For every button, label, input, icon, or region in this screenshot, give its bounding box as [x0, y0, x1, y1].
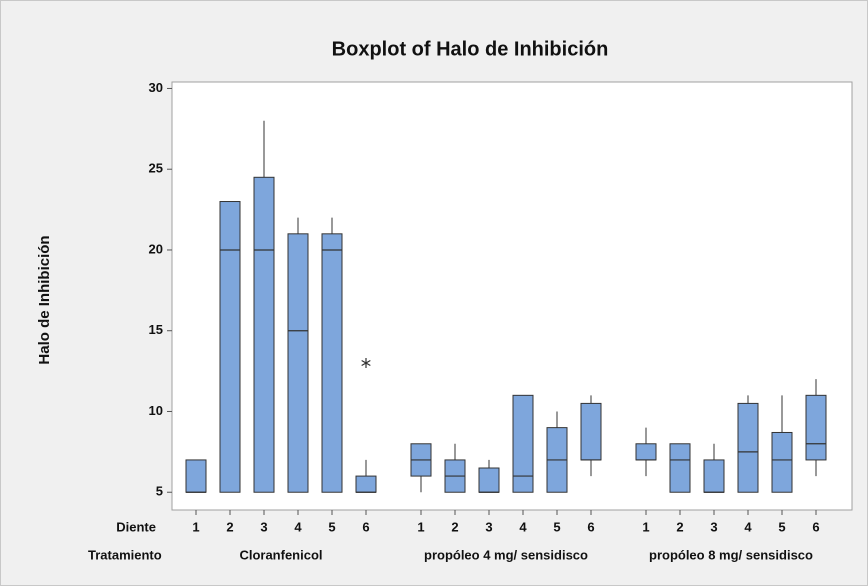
box [287, 233, 309, 493]
x-tick-label: 2 [226, 519, 233, 534]
x-tick-label: 5 [553, 519, 560, 534]
box [635, 443, 657, 461]
x-tick-label: 1 [192, 519, 199, 534]
box [253, 176, 275, 493]
group-label: Cloranfenicol [239, 547, 322, 562]
box [771, 431, 793, 493]
group-label: propóleo 8 mg/ sensidisco [649, 547, 813, 562]
x-tick-label: 3 [485, 519, 492, 534]
box [219, 201, 241, 493]
x-tick-label: 1 [417, 519, 424, 534]
x-tick-label: 3 [260, 519, 267, 534]
x-tick-label: 2 [451, 519, 458, 534]
x-tick-label: 6 [812, 519, 819, 534]
x-tick-label: 5 [778, 519, 785, 534]
box [512, 394, 534, 493]
chart-title: Boxplot of Halo de Inhibición [332, 38, 609, 60]
level-name: Tratamiento [88, 547, 162, 562]
x-tick-label: 2 [676, 519, 683, 534]
box [805, 394, 827, 461]
y-tick-label: 20 [149, 241, 163, 256]
y-tick-label: 30 [149, 80, 163, 95]
x-tick-label: 4 [519, 519, 527, 534]
y-tick-label: 25 [149, 161, 163, 176]
box [669, 443, 691, 493]
box [321, 233, 343, 493]
y-tick-label: 5 [156, 484, 163, 499]
box [185, 459, 207, 493]
box [580, 402, 602, 461]
box [703, 459, 725, 493]
x-tick-label: 6 [587, 519, 594, 534]
x-tick-label: 1 [642, 519, 649, 534]
outlier [361, 358, 371, 369]
x-tick-label: 4 [294, 519, 302, 534]
group-label: propóleo 4 mg/ sensidisco [424, 547, 588, 562]
x-tick-label: 4 [744, 519, 752, 534]
box [355, 475, 377, 493]
box [478, 467, 500, 493]
y-axis-label: Halo de Inhibición [36, 235, 53, 364]
x-tick-label: 3 [710, 519, 717, 534]
level-name: Diente [116, 519, 156, 534]
x-tick-label: 5 [328, 519, 335, 534]
y-tick-label: 15 [149, 322, 163, 337]
y-tick-label: 10 [149, 403, 163, 418]
box [737, 402, 759, 493]
x-tick-label: 6 [362, 519, 369, 534]
